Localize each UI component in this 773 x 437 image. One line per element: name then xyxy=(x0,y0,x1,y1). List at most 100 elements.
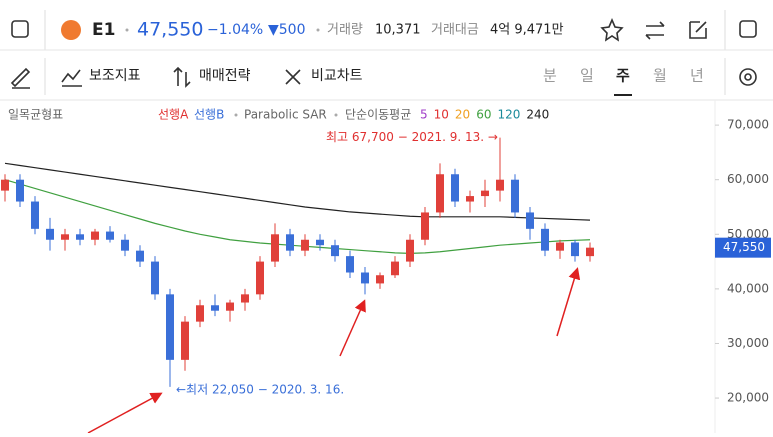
panel-icon[interactable] xyxy=(739,20,757,38)
legend-ma: 60 xyxy=(476,108,491,122)
y-tick-label: 70,000 xyxy=(727,118,769,132)
candle xyxy=(556,239,564,259)
legend-sma: 단순이동평균 xyxy=(345,108,411,122)
ma-line xyxy=(4,179,591,254)
candle xyxy=(211,294,219,317)
candle-body xyxy=(421,212,429,240)
candle-body xyxy=(556,242,564,251)
legend-ma: 5 xyxy=(420,108,428,122)
logo xyxy=(61,20,81,40)
draw-icon[interactable] xyxy=(10,67,31,89)
candle-body xyxy=(316,239,324,246)
candle-body xyxy=(136,250,144,262)
candle-body xyxy=(451,174,459,202)
candle xyxy=(316,234,324,251)
swap-icon[interactable] xyxy=(645,21,665,40)
candle-body xyxy=(241,294,249,303)
candle xyxy=(481,179,489,207)
settings-icon[interactable] xyxy=(739,68,757,86)
y-tick-label: 60,000 xyxy=(727,172,769,186)
plot: 20,000 30,000 40,000 50,000 60,000 70,000 최고 6… xyxy=(1,118,771,405)
candle xyxy=(46,217,54,251)
candle xyxy=(421,206,429,246)
candle xyxy=(361,267,369,295)
candle xyxy=(256,256,264,300)
arrow xyxy=(339,299,366,357)
candle xyxy=(511,174,519,218)
legend-span-a: 선행A xyxy=(158,107,189,122)
price: 47,550 xyxy=(137,19,203,41)
candle xyxy=(1,174,9,202)
candle-body xyxy=(406,239,414,262)
strategy[interactable]: 매매전략 xyxy=(199,68,251,84)
legend-ma: 120 xyxy=(497,108,520,122)
candle-body xyxy=(256,261,264,295)
candle xyxy=(391,256,399,278)
y-tick-label: 30,000 xyxy=(727,336,769,350)
candle-body xyxy=(166,294,174,360)
price-tag-label: 47,550 xyxy=(723,240,765,254)
legend-ma: 240 xyxy=(526,108,549,122)
ma-line xyxy=(4,162,591,221)
candle-body xyxy=(466,196,474,202)
period[interactable]: 분 xyxy=(543,67,557,85)
candle-body xyxy=(196,305,204,322)
candle xyxy=(451,168,459,207)
candle-body xyxy=(76,234,84,240)
header: E1 47,550 −1.04% ▼500 거래량 10,371 거래대금 4억… xyxy=(11,10,757,50)
candle xyxy=(571,239,579,262)
compare[interactable]: 비교차트 xyxy=(311,68,363,84)
indicators[interactable]: 보조지표 xyxy=(89,68,141,84)
y-tick-label: 50,000 xyxy=(727,227,769,241)
candle-body xyxy=(436,174,444,213)
candle xyxy=(586,242,594,262)
legend-ichimoku: 일목균형표 xyxy=(8,108,63,122)
candle xyxy=(91,228,99,246)
candle xyxy=(331,239,339,262)
candle-body xyxy=(16,179,24,202)
arrow xyxy=(556,267,581,337)
candle xyxy=(376,272,384,289)
candle-body xyxy=(496,179,504,191)
candle xyxy=(241,288,249,311)
candle-body xyxy=(301,239,309,251)
panel-icon[interactable] xyxy=(11,20,29,38)
candle xyxy=(106,226,114,243)
candle xyxy=(61,228,69,251)
period[interactable]: 년 xyxy=(690,67,704,85)
candle-body xyxy=(391,261,399,276)
period[interactable]: 일 xyxy=(580,67,594,85)
candle-body xyxy=(511,179,519,213)
arrow xyxy=(87,392,163,434)
candle-body xyxy=(526,212,534,229)
dot xyxy=(234,113,238,117)
candle-body xyxy=(211,305,219,311)
candle-body xyxy=(181,321,189,360)
candle-body xyxy=(271,234,279,262)
legend: 일목균형표 선행A 선행B Parabolic SAR 단순이동평균 xyxy=(8,107,411,122)
candle xyxy=(346,250,354,278)
annotation: 최고 67,700 − 2021. 9. 13. → xyxy=(326,130,498,144)
legend-psar: Parabolic SAR xyxy=(244,108,327,122)
toolbar: 보조지표 매매전략 비교차트 분 일 주 월 년 xyxy=(10,58,757,96)
candle-body xyxy=(376,275,384,284)
period[interactable]: 주 xyxy=(616,67,630,85)
candle xyxy=(526,206,534,240)
candle-body xyxy=(481,190,489,197)
candle-body xyxy=(541,228,549,251)
candle xyxy=(286,228,294,257)
star-icon[interactable] xyxy=(600,17,624,42)
y-tick-label: 40,000 xyxy=(727,281,769,295)
strategy-icon[interactable] xyxy=(173,66,191,88)
candle xyxy=(466,190,474,213)
candle xyxy=(76,228,84,246)
settings-icon-core xyxy=(744,73,752,81)
edit-icon[interactable] xyxy=(689,21,707,39)
period[interactable]: 월 xyxy=(653,67,667,85)
dot xyxy=(125,28,129,32)
legend-ma: 10 xyxy=(434,108,449,122)
compare-icon[interactable] xyxy=(285,69,301,85)
candle xyxy=(226,299,234,322)
indicator-icon[interactable] xyxy=(61,69,82,87)
